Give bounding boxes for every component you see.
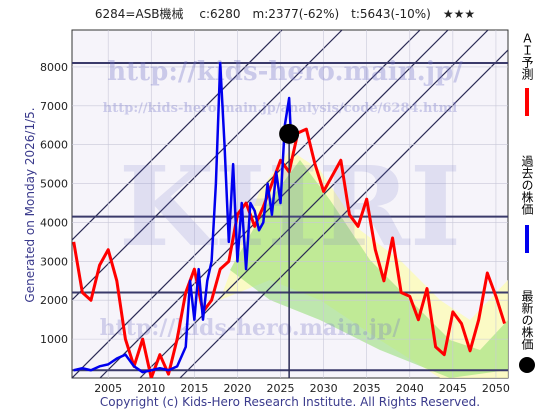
x-tick-label: 2010: [137, 382, 165, 395]
watermark: http://kids-hero.main.jp/: [100, 315, 402, 341]
chart-title: 6284=ASB機械 c:6280 m:2377(-62%) t:5643(-1…: [95, 6, 475, 21]
x-tick-label: 2015: [180, 382, 208, 395]
y-tick-label: 3000: [40, 255, 68, 268]
footer: Copyright (c) Kids-Hero Research Institu…: [100, 395, 480, 409]
watermark: http://kids-hero.main.jp/analysis/code/6…: [103, 101, 458, 116]
y-tick-label: 8000: [40, 61, 68, 74]
x-tick-label: 2030: [310, 382, 338, 395]
series-line: [73, 61, 293, 374]
watermark: http://kids-hero.main.jp/: [107, 57, 463, 87]
x-tick-label: 2005: [94, 382, 122, 395]
x-tick-label: 2025: [267, 382, 295, 395]
decor: [72, 30, 508, 378]
y-tick-label: 1000: [40, 333, 68, 346]
x-tick-label: 2040: [396, 382, 424, 395]
x-tick-label: 2035: [353, 382, 381, 395]
latest-point: [279, 123, 300, 144]
y-axis-label: Generated on Monday 2026/1/5.: [23, 107, 37, 302]
legend-label: ＡＩ予測: [520, 32, 534, 81]
x-tick-label: 2045: [439, 382, 467, 395]
legend-label: 過去の株価: [520, 155, 534, 215]
x-tick-label: 2020: [223, 382, 251, 395]
legend-label: 最新の株価: [520, 290, 534, 350]
y-tick-label: 5000: [40, 178, 68, 191]
legend-swatch: [519, 357, 535, 373]
y-tick-label: 6000: [40, 139, 68, 152]
x-tick-label: 2050: [482, 382, 510, 395]
y-tick-label: 2000: [40, 294, 68, 307]
y-tick-label: 7000: [40, 100, 68, 113]
y-tick-label: 4000: [40, 216, 68, 229]
